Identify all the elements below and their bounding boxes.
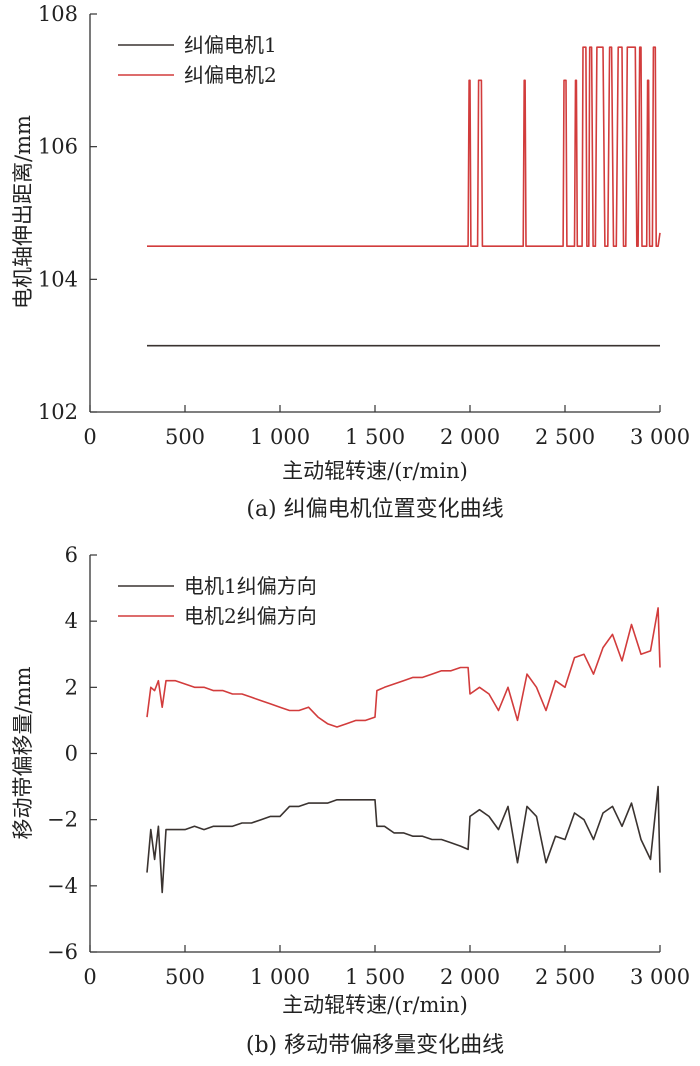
chart-a-legend: 纠偏电机1 纠偏电机2 — [118, 33, 277, 87]
chart-a-x-tick-label: 2 500 — [535, 425, 595, 449]
chart-a-legend-label-motor1: 纠偏电机1 — [184, 33, 277, 57]
chart-b-x-tick-label: 2 000 — [440, 965, 500, 989]
chart-a-x-tick-label: 0 — [83, 425, 96, 449]
chart-b-series-group — [146, 607, 661, 894]
chart-b-y-tick-label: 0 — [65, 742, 78, 766]
chart-b: 0 500 1 000 1 500 2 000 2 500 3 000−6−4−20246 … — [11, 543, 690, 1058]
chart-b-x-tick-label: 0 — [83, 965, 96, 989]
chart-a-x-tick-label: 500 — [165, 425, 205, 449]
chart-b-y-tick-label: 2 — [65, 675, 78, 699]
chart-a-x-tick-label: 3 000 — [630, 425, 690, 449]
chart-a-y-axis-title: 电机轴伸出距离/mm — [11, 115, 35, 309]
chart-b-legend-label-motor2: 电机2纠偏方向 — [184, 604, 317, 628]
chart-a-legend-label-motor2: 纠偏电机2 — [184, 63, 277, 87]
chart-b-y-tick-label: −2 — [47, 808, 78, 832]
chart-a-x-axis-title: 主动辊转速/(r/min) — [282, 459, 468, 483]
chart-a-axes: 0 500 1 000 1 500 2 000 2 500 3 000 102 104 106 10… — [38, 2, 690, 449]
chart-a-x-tick-label: 2 000 — [440, 425, 500, 449]
chart-b-x-tick-label: 1 500 — [345, 965, 405, 989]
chart-a-y-tick-label: 106 — [38, 135, 78, 159]
chart-a-y-tick-label: 108 — [38, 2, 78, 26]
chart-a-caption: (a) 纠偏电机位置变化曲线 — [246, 497, 503, 522]
chart-b-x-tick-label: 500 — [165, 965, 205, 989]
chart-b-series-1-line — [146, 785, 661, 894]
chart-b-y-tick-label: −6 — [47, 940, 78, 964]
chart-b-y-tick-label: −4 — [47, 874, 78, 898]
chart-a-series-2-line — [147, 46, 661, 247]
chart-b-legend-label-motor1: 电机1纠偏方向 — [184, 574, 317, 598]
chart-b-axes: 0 500 1 000 1 500 2 000 2 500 3 000 −6 −4 −2 0 2 4 6 — [47, 543, 690, 989]
chart-b-x-tick-label: 2 500 — [535, 965, 595, 989]
chart-a-x-tick-label: 1 000 — [250, 425, 310, 449]
chart-b-x-tick-label: 3 000 — [630, 965, 690, 989]
chart-b-x-tick-label: 1 000 — [250, 965, 310, 989]
chart-b-y-axis-title: 移动带偏移量/mm — [11, 666, 35, 839]
chart-b-y-tick-label: 4 — [65, 609, 78, 633]
chart-b-y-tick-label: 6 — [65, 543, 78, 567]
chart-b-series-2-line — [146, 607, 661, 728]
chart-b-caption: (b) 移动带偏移量变化曲线 — [246, 1033, 504, 1058]
chart-b-legend: 电机1纠偏方向 电机2纠偏方向 — [118, 574, 317, 628]
chart-a-y-tick-label: 102 — [38, 400, 78, 424]
chart-a-series-group — [147, 46, 661, 347]
chart-a-y-tick-label: 104 — [38, 267, 78, 291]
chart-a: 0 500 1 000 1 500 2 000 2 500 3 000 102 104 106 10… — [11, 2, 690, 522]
chart-a-x-tick-label: 1 500 — [345, 425, 405, 449]
chart-b-x-axis-title: 主动辊转速/(r/min) — [282, 993, 468, 1017]
